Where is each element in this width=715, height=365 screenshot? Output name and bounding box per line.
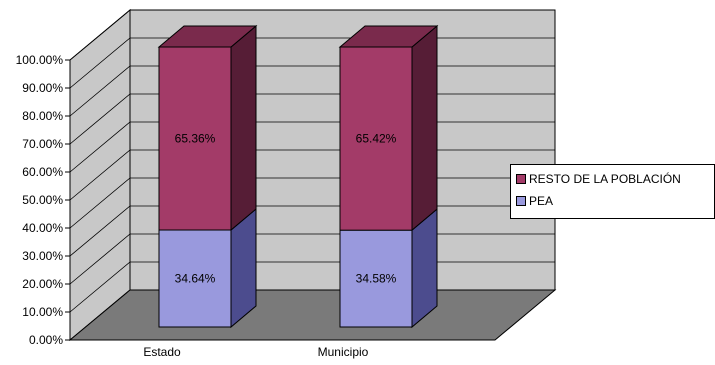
x-tick-label: Municipio [318,345,369,359]
data-label: 34.58% [356,272,397,286]
bar-front [158,46,232,231]
legend-swatch [516,174,526,184]
bar-segment [158,207,257,329]
y-tick-label: 60.00% [22,165,63,179]
bar-front [339,46,413,231]
data-label: 65.36% [175,132,216,146]
gridline [69,9,555,61]
legend-item: PEA [516,193,553,209]
y-axis: 0.00% 10.00% 20.00% 30.00% 40.00% 50.00% 60.00… [16,53,71,347]
bar-side [411,24,438,232]
bar-segment [338,24,439,232]
legend-swatch [516,196,526,206]
data-labels: 34.64% 65.36% 34.58% 65.42% [175,132,397,286]
chart-walls [68,8,557,342]
y-tick-label: 40.00% [22,221,63,235]
y-tick-label: 30.00% [22,249,63,263]
y-tick-label: 50.00% [22,193,63,207]
y-tick-label: 100.00% [16,53,64,67]
data-label: 34.64% [175,272,216,286]
y-tick-label: 10.00% [22,305,63,319]
bars [157,24,439,329]
y-tick-label: 20.00% [22,277,63,291]
legend-item: RESTO DE LA POBLACIÓN [516,171,681,187]
legend: RESTO DE LA POBLACIÓN PEA [510,164,715,219]
x-axis-labels: Estado Municipio [143,345,368,359]
bar-segment [339,208,438,329]
x-tick-label: Estado [143,345,181,359]
bar-top [338,25,439,48]
bar-segment [157,24,258,232]
legend-label: PEA [529,194,554,208]
y-tick-label: 70.00% [22,137,63,151]
y-tick-label: 0.00% [29,333,63,347]
bar-top [157,25,258,48]
bar-front [158,229,232,328]
bar-side [230,24,257,232]
legend-label: RESTO DE LA POBLACIÓN [529,172,681,186]
floor [68,289,557,341]
y-tick-label: 90.00% [22,81,63,95]
data-label: 65.42% [356,132,397,146]
y-tick-label: 80.00% [22,109,63,123]
